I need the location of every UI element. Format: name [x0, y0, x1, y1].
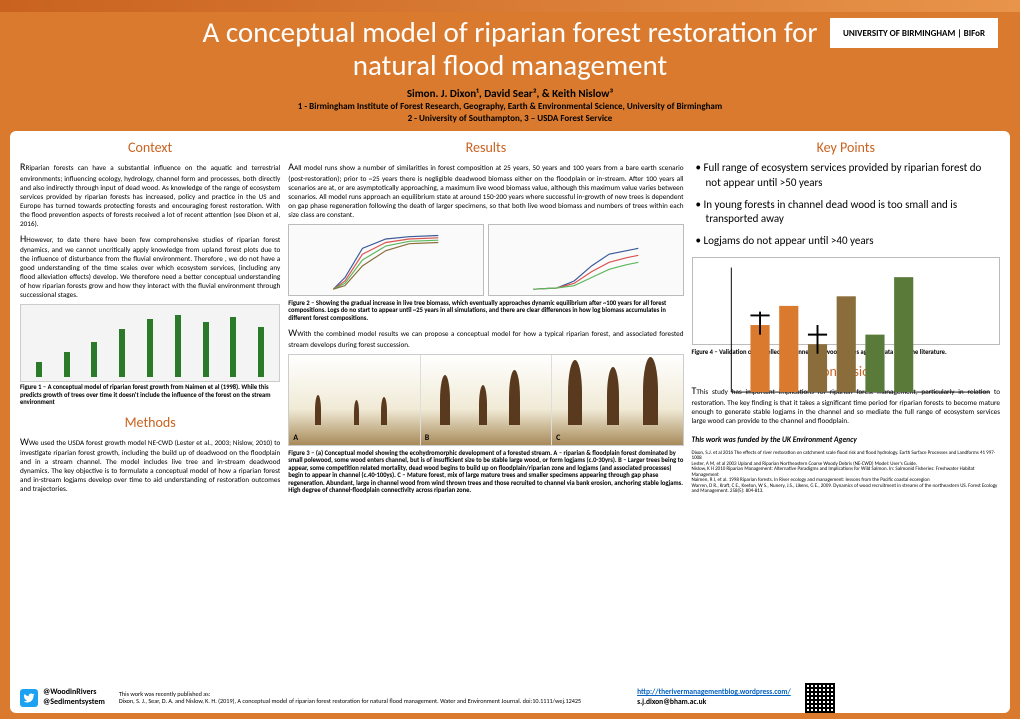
figure-1-caption: Figure 1 – A conceptual model of riparia… [20, 384, 280, 406]
keypoint-2: In young forests in channel dead wood is… [696, 198, 996, 227]
figure-2-charts [288, 224, 683, 296]
figure-2-caption: Figure 2 – Showing the gradual increase … [288, 300, 683, 322]
column-keypoints-conclusion: Key Points Full range of ecosystem servi… [692, 137, 1000, 707]
affiliation-1: 1 - Birmingham Institute of Forest Resea… [20, 102, 1000, 113]
heading-keypoints: Key Points [692, 139, 1000, 156]
references: Dixon, S.J. et al 2016 The effects of ri… [692, 451, 1000, 708]
column-results: Results AAll model runs show a number of… [288, 137, 683, 707]
chart-log-biomass [488, 224, 684, 296]
figure-3-panel-a: A [289, 355, 420, 445]
figure-3-caption: Figure 3 – (a) Conceptual model showing … [288, 450, 683, 495]
results-p1: AAll model runs show a number of similar… [288, 161, 683, 219]
funding-note: This work was funded by the UK Environme… [692, 436, 1000, 445]
context-p2: HHowever, to date there have been few co… [20, 233, 280, 300]
email[interactable]: s.j.dixon@bham.ac.uk [637, 698, 706, 707]
results-p2: WWith the combined model results we can … [288, 327, 683, 349]
context-p1: RRiparian forests can have a substantial… [20, 161, 280, 228]
column-context-methods: Context RRiparian forests can have a sub… [20, 137, 280, 707]
top-stripe [0, 0, 1020, 12]
citation: This work was recently published as: Dix… [119, 691, 623, 705]
university-logo: UNIVERSITY OF BIRMINGHAM | BIFoR [830, 18, 998, 48]
figure-3-panel-b: B [421, 355, 552, 445]
affiliation-2: 2 - University of Southampton, 3 – USDA … [20, 114, 1000, 125]
poster-root: UNIVERSITY OF BIRMINGHAM | BIFoR A conce… [0, 0, 1020, 719]
twitter-icon [20, 689, 38, 707]
figure-3-panel-c: C [552, 355, 682, 445]
methods-p1: WWe used the USDA forest growth model NE… [20, 436, 280, 494]
keypoint-1: Full range of ecosystem services provide… [696, 161, 996, 190]
figure-1 [20, 304, 280, 382]
authors: Simon. J. Dixon¹, David Sear², & Keith N… [20, 87, 1000, 100]
content-area: Context RRiparian forests can have a sub… [10, 131, 1010, 713]
keypoints-list: Full range of ecosystem services provide… [692, 161, 1000, 256]
figure-4 [692, 257, 1000, 345]
figure-3: A B C [288, 354, 683, 446]
chart-live-biomass [288, 224, 484, 296]
heading-context: Context [20, 139, 280, 156]
heading-methods: Methods [20, 414, 280, 431]
qr-code [805, 683, 835, 713]
contact-links: http://therivermanagementblog.wordpress.… [637, 688, 791, 708]
blog-link[interactable]: http://therivermanagementblog.wordpress.… [637, 688, 791, 697]
twitter-handle-2[interactable]: @Sedimentsystem [43, 698, 105, 708]
keypoint-3: Logjams do not appear until >40 years [696, 234, 996, 248]
twitter-block: @WoodinRivers @Sedimentsystem [20, 688, 105, 707]
footer: @WoodinRivers @Sedimentsystem This work … [20, 683, 1000, 713]
heading-results: Results [288, 139, 683, 156]
header: UNIVERSITY OF BIRMINGHAM | BIFoR A conce… [0, 12, 1020, 131]
